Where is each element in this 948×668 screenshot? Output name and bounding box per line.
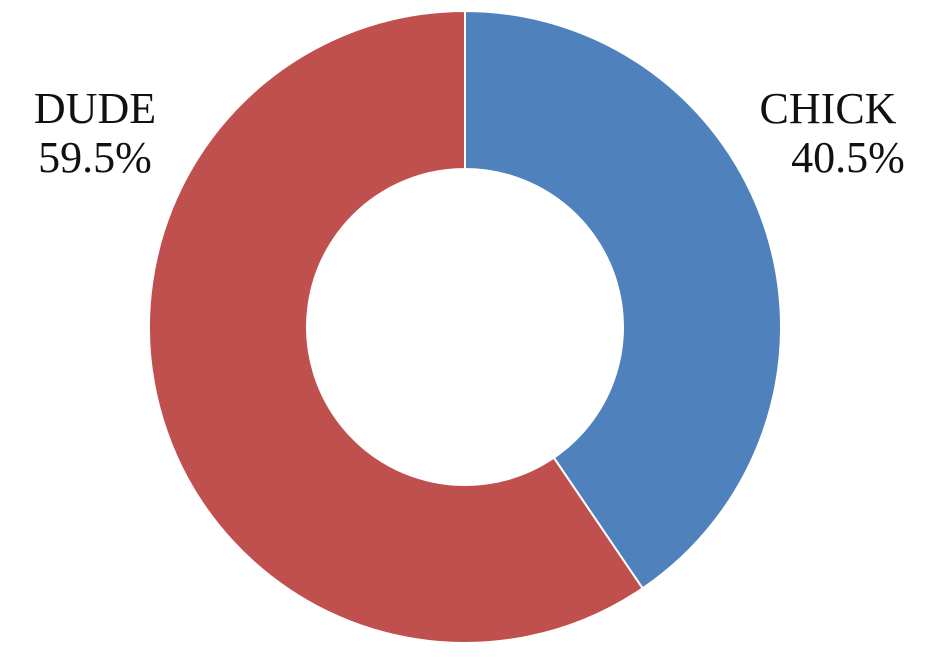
slice-label-chick: CHICK xyxy=(760,84,897,133)
slice-value-dude: 59.5% xyxy=(38,133,152,182)
chart-slices xyxy=(148,9,782,644)
slice-label-dude: DUDE xyxy=(34,84,156,133)
donut-slice-chick xyxy=(464,9,782,590)
donut-slice-dude xyxy=(148,9,645,644)
slice-value-chick: 40.5% xyxy=(791,133,905,182)
